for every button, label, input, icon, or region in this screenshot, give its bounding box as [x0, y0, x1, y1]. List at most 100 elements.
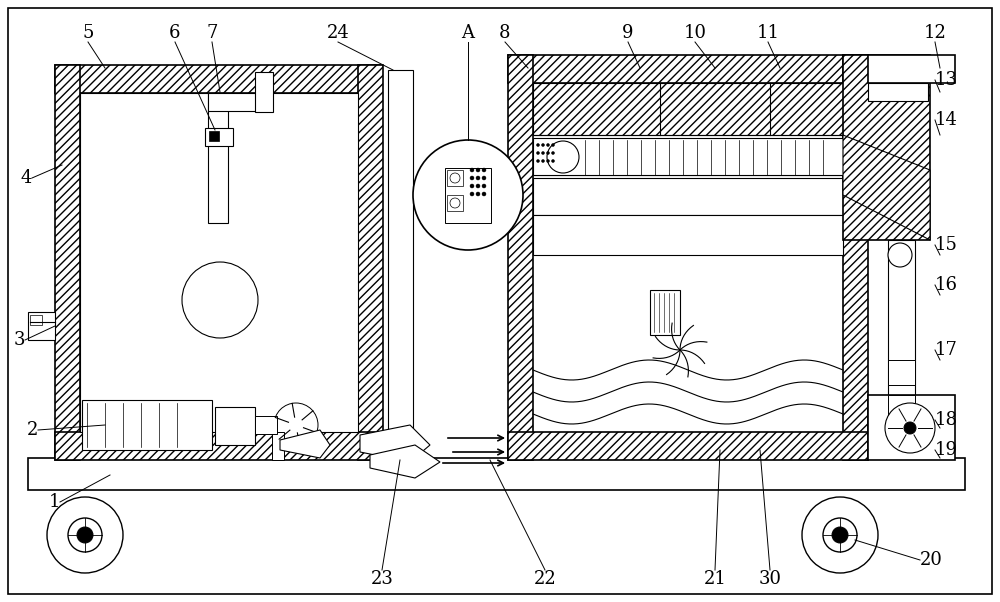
Bar	[255, 416, 277, 434]
Circle shape	[536, 143, 540, 146]
Bar	[388, 70, 413, 460]
Circle shape	[476, 176, 480, 180]
Bar	[843, 55, 930, 240]
Polygon shape	[370, 445, 440, 478]
Bar	[255, 72, 273, 112]
Circle shape	[470, 192, 474, 196]
Bar	[888, 395, 915, 420]
Bar	[843, 55, 868, 460]
Bar	[868, 55, 955, 83]
Polygon shape	[280, 430, 330, 458]
Circle shape	[536, 152, 540, 155]
Bar	[28, 458, 965, 490]
Text: 18: 18	[935, 411, 958, 429]
Text: 7: 7	[206, 24, 218, 42]
Bar	[533, 178, 843, 215]
Circle shape	[546, 143, 550, 146]
Text: 8: 8	[499, 24, 511, 42]
Bar	[55, 65, 80, 460]
Circle shape	[182, 262, 258, 338]
Circle shape	[546, 160, 550, 163]
Text: 1: 1	[48, 493, 60, 511]
Circle shape	[482, 168, 486, 172]
Text: 5: 5	[82, 24, 94, 42]
Text: 12: 12	[924, 24, 946, 42]
Circle shape	[552, 160, 554, 163]
Circle shape	[68, 518, 102, 552]
Bar	[533, 83, 843, 135]
Circle shape	[552, 152, 554, 155]
Text: 16: 16	[935, 276, 958, 294]
Text: 4: 4	[21, 169, 32, 187]
Circle shape	[470, 176, 474, 180]
Circle shape	[888, 243, 912, 267]
Circle shape	[476, 192, 480, 196]
Circle shape	[413, 140, 523, 250]
Bar	[447, 170, 463, 186]
Circle shape	[885, 403, 935, 453]
Circle shape	[546, 152, 550, 155]
Bar	[508, 55, 868, 83]
Text: 2: 2	[27, 421, 38, 439]
Text: 20: 20	[920, 551, 943, 569]
Bar	[888, 360, 915, 385]
Circle shape	[542, 143, 544, 146]
Bar	[208, 93, 263, 111]
Bar	[533, 138, 843, 175]
Circle shape	[542, 152, 544, 155]
Bar	[447, 195, 463, 211]
Circle shape	[904, 422, 916, 434]
Bar	[82, 400, 212, 450]
Circle shape	[482, 192, 486, 196]
Circle shape	[547, 141, 579, 173]
Polygon shape	[843, 135, 930, 240]
Polygon shape	[360, 425, 430, 462]
Text: 14: 14	[935, 111, 958, 129]
Text: 3: 3	[14, 331, 25, 349]
Bar	[868, 83, 928, 101]
Bar	[445, 168, 491, 223]
Bar	[55, 65, 380, 93]
Circle shape	[470, 184, 474, 188]
Bar	[208, 93, 228, 223]
Circle shape	[450, 198, 460, 208]
Circle shape	[823, 518, 857, 552]
Bar	[888, 240, 915, 432]
Text: 15: 15	[935, 236, 958, 254]
Text: 23: 23	[371, 570, 393, 588]
Text: 21: 21	[704, 570, 726, 588]
Circle shape	[482, 176, 486, 180]
Circle shape	[476, 184, 480, 188]
Text: 6: 6	[169, 24, 181, 42]
Text: 11: 11	[757, 24, 780, 42]
Circle shape	[77, 527, 93, 543]
Bar	[80, 93, 358, 432]
Circle shape	[450, 173, 460, 183]
Text: 30: 30	[759, 570, 782, 588]
Circle shape	[542, 160, 544, 163]
Circle shape	[470, 168, 474, 172]
Bar	[30, 315, 42, 325]
Text: 13: 13	[935, 71, 958, 89]
Bar	[209, 131, 219, 141]
Bar	[508, 432, 868, 460]
Bar	[55, 432, 380, 460]
Circle shape	[802, 497, 878, 573]
Circle shape	[536, 160, 540, 163]
Bar	[508, 55, 533, 460]
Text: 10: 10	[684, 24, 706, 42]
Text: 19: 19	[935, 441, 958, 459]
Bar	[650, 290, 680, 335]
Bar	[205, 128, 233, 146]
Bar	[272, 432, 284, 460]
Circle shape	[482, 184, 486, 188]
Bar	[358, 65, 383, 460]
Circle shape	[47, 497, 123, 573]
Bar	[28, 312, 55, 340]
Text: A: A	[462, 24, 475, 42]
Bar	[533, 215, 843, 255]
Text: 17: 17	[935, 341, 958, 359]
Circle shape	[832, 527, 848, 543]
Bar	[868, 395, 955, 460]
Text: 22: 22	[534, 570, 556, 588]
